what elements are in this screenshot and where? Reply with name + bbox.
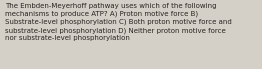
Text: The Embden-Meyerhoff pathway uses which of the following
mechanisms to produce A: The Embden-Meyerhoff pathway uses which … bbox=[5, 3, 231, 41]
